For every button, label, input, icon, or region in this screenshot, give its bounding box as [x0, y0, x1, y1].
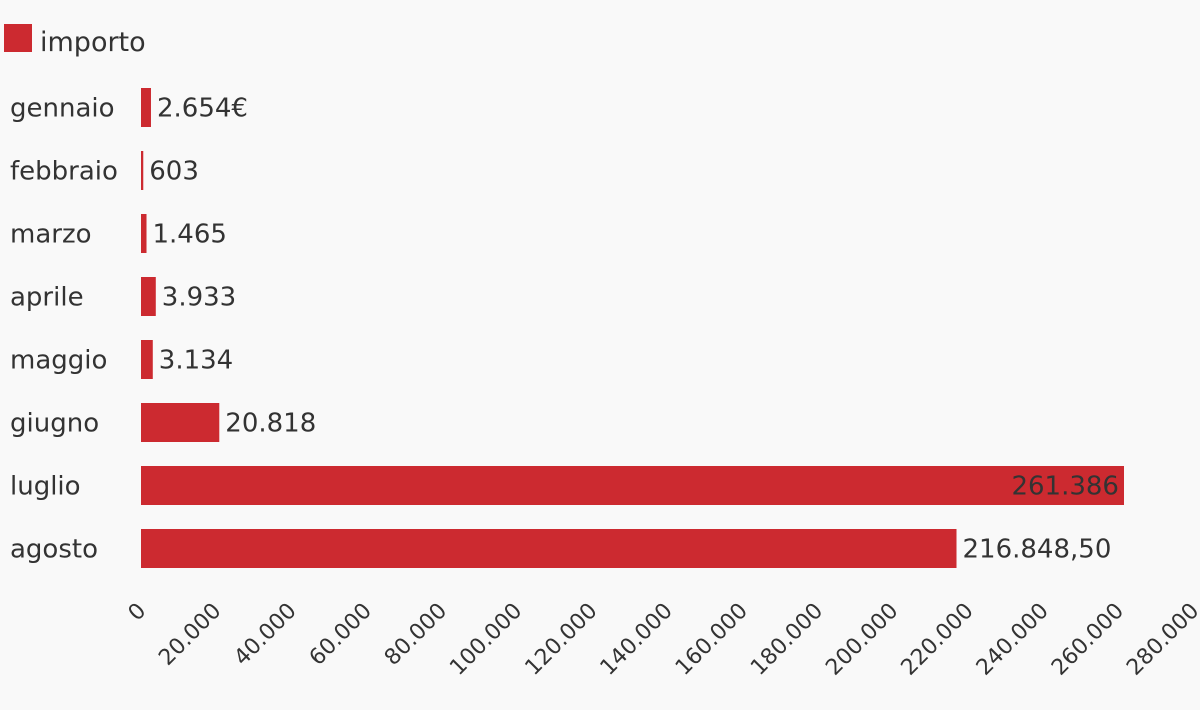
category-label-febbraio: febbraio — [10, 157, 118, 187]
legend-swatch — [4, 24, 32, 52]
bar-maggio — [141, 340, 153, 379]
x-tick-label: 200.000 — [821, 599, 903, 681]
bar-giugno — [141, 403, 220, 442]
category-label-luglio: luglio — [10, 472, 81, 502]
bar-marzo — [141, 214, 147, 253]
value-label-marzo: 1.465 — [153, 220, 227, 250]
category-label-gennaio: gennaio — [10, 94, 115, 124]
x-tick-label: 280.000 — [1122, 599, 1200, 681]
x-tick-label: 100.000 — [445, 599, 527, 681]
value-label-maggio: 3.134 — [159, 346, 233, 376]
x-tick-label: 60.000 — [305, 599, 377, 671]
x-tick-label: 260.000 — [1047, 599, 1129, 681]
x-tick-label: 80.000 — [380, 599, 452, 671]
x-tick-label: 240.000 — [972, 599, 1054, 681]
x-tick-label: 220.000 — [897, 599, 979, 681]
value-labels: 2.654€ 603 1.465 3.933 3.134 20.818 261.386 216… — [149, 94, 1119, 565]
x-tick-label: 140.000 — [596, 599, 678, 681]
value-label-luglio: 261.386 — [1011, 472, 1119, 502]
bar-luglio — [141, 466, 1124, 505]
x-tick-label: 40.000 — [230, 599, 302, 671]
bars — [141, 88, 1124, 568]
x-axis-tick-labels: 0 20.000 40.000 60.000 80.000100.000120.0001… — [124, 599, 1200, 681]
value-label-febbraio: 603 — [149, 157, 199, 187]
legend-label: importo — [40, 27, 146, 58]
value-label-aprile: 3.933 — [162, 283, 236, 313]
bar-gennaio — [141, 88, 151, 127]
value-label-gennaio: 2.654€ — [157, 94, 248, 124]
bar-agosto — [141, 529, 957, 568]
category-label-maggio: maggio — [10, 346, 107, 376]
x-tick-label: 160.000 — [671, 599, 753, 681]
x-tick-label: 0 — [124, 599, 152, 627]
category-label-giugno: giugno — [10, 409, 99, 439]
category-label-marzo: marzo — [10, 220, 92, 250]
category-label-agosto: agosto — [10, 535, 98, 565]
value-label-giugno: 20.818 — [225, 409, 316, 439]
x-tick-label: 180.000 — [746, 599, 828, 681]
bar-febbraio — [141, 151, 144, 190]
value-label-agosto: 216.848,50 — [963, 535, 1112, 565]
bar-aprile — [141, 277, 156, 316]
category-label-aprile: aprile — [10, 283, 84, 313]
x-tick-label: 20.000 — [154, 599, 226, 671]
x-tick-label: 120.000 — [521, 599, 603, 681]
category-labels: gennaio febbraio marzo aprile maggio giugno lu… — [10, 94, 118, 565]
legend: importo — [4, 24, 146, 58]
